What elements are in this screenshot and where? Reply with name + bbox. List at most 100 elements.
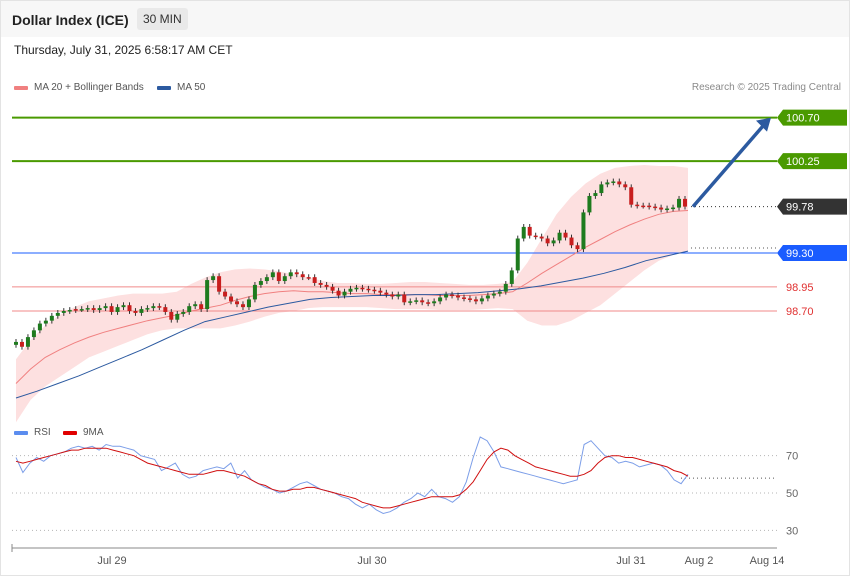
rsi-tick-label: 50 bbox=[786, 488, 798, 500]
legend-swatch-ma20 bbox=[14, 85, 28, 90]
rsi-tick-label: 70 bbox=[786, 451, 798, 463]
candle-body bbox=[276, 272, 281, 282]
candle-body bbox=[139, 309, 144, 313]
candle-body bbox=[199, 304, 204, 310]
candle-body bbox=[581, 212, 586, 250]
candle-body bbox=[545, 238, 550, 244]
candle-body bbox=[31, 330, 36, 338]
candle-body bbox=[497, 291, 502, 294]
candle-body bbox=[432, 301, 437, 304]
candle-body bbox=[324, 284, 329, 287]
timeframe-button[interactable]: 30 MIN bbox=[137, 8, 188, 30]
candle-body bbox=[438, 297, 443, 302]
candle-body bbox=[25, 337, 30, 347]
candle-body bbox=[653, 206, 658, 209]
level-label-99.78: 99.78 bbox=[786, 202, 814, 214]
ma50-line bbox=[15, 250, 689, 399]
candle-body bbox=[240, 304, 245, 308]
candle-body bbox=[91, 308, 96, 311]
candle-body bbox=[229, 296, 234, 302]
x-tick-label: Jul 31 bbox=[616, 555, 645, 567]
rsi-line bbox=[15, 436, 689, 515]
candle-body bbox=[330, 286, 335, 291]
candle-body bbox=[336, 290, 341, 296]
legend-label-ma50: MA 50 bbox=[177, 82, 206, 93]
rsi-9ma-line bbox=[15, 447, 689, 509]
rsi-tick-label: 30 bbox=[786, 525, 798, 537]
candle-body bbox=[605, 182, 610, 185]
level-label-100.70: 100.70 bbox=[786, 113, 820, 125]
candle-body bbox=[151, 306, 156, 309]
candle-body bbox=[264, 277, 269, 282]
candle-body bbox=[408, 301, 413, 303]
candle-body bbox=[181, 311, 186, 314]
candle-body bbox=[121, 305, 126, 308]
level-tag-99.30 bbox=[777, 245, 847, 261]
candle-body bbox=[402, 294, 407, 303]
candle-body bbox=[145, 308, 150, 310]
candle-body bbox=[270, 272, 275, 278]
candle-body bbox=[533, 235, 538, 238]
legend-9ma: 9MA bbox=[63, 427, 104, 438]
candle-body bbox=[187, 306, 192, 312]
candle-body bbox=[450, 294, 455, 297]
candle-body bbox=[444, 294, 449, 298]
candle-body bbox=[671, 207, 676, 210]
candle-body bbox=[282, 276, 287, 282]
candle-body bbox=[414, 300, 419, 302]
candle-body bbox=[396, 294, 401, 297]
candle-body bbox=[318, 282, 323, 285]
candle-body bbox=[521, 226, 526, 239]
candle-body bbox=[485, 295, 490, 299]
candle-body bbox=[294, 272, 299, 275]
level-label-98.95: 98.95 bbox=[786, 282, 814, 294]
candle-body bbox=[659, 207, 664, 210]
candle-body bbox=[461, 297, 466, 299]
legend-ma50: MA 50 bbox=[157, 82, 205, 93]
candle-body bbox=[115, 307, 120, 312]
legend-swatch-9ma bbox=[63, 430, 77, 435]
candle-body bbox=[378, 290, 383, 293]
candle-body bbox=[587, 195, 592, 213]
target-arrow-shaft bbox=[691, 122, 767, 208]
candle-body bbox=[211, 276, 216, 281]
candle-body bbox=[61, 311, 66, 313]
x-tick-label: Aug 2 bbox=[685, 555, 714, 567]
timestamp: Thursday, July 31, 2025 6:58:17 AM CET bbox=[14, 43, 233, 57]
candle-body bbox=[354, 287, 359, 290]
credit-text: Research © 2025 Trading Central bbox=[691, 82, 841, 93]
candle-body bbox=[641, 205, 646, 208]
candle-body bbox=[133, 311, 138, 313]
candle-body bbox=[467, 298, 472, 300]
legend-swatch-ma50 bbox=[157, 85, 171, 90]
candle-body bbox=[163, 307, 168, 312]
candle-body bbox=[527, 226, 532, 236]
candle-body bbox=[551, 240, 556, 244]
candle-body bbox=[677, 198, 682, 208]
candle-body bbox=[539, 236, 544, 239]
candle-body bbox=[611, 181, 616, 183]
candle-body bbox=[300, 274, 305, 278]
candle-body bbox=[288, 272, 293, 277]
x-tick-label: Aug 14 bbox=[750, 555, 785, 567]
candle-body bbox=[599, 184, 604, 194]
header-bar: Dollar Index (ICE) 30 MIN bbox=[1, 1, 849, 37]
candle-body bbox=[509, 270, 514, 284]
candle-body bbox=[563, 232, 568, 238]
ma20-line bbox=[15, 210, 689, 384]
candle-body bbox=[37, 323, 42, 331]
level-label-100.25: 100.25 bbox=[786, 156, 820, 168]
level-tag-100.25 bbox=[777, 153, 847, 170]
candle-body bbox=[258, 281, 263, 285]
candle-body bbox=[635, 204, 640, 207]
candle-body bbox=[372, 289, 377, 292]
level-label-99.30: 99.30 bbox=[786, 248, 814, 260]
candle-body bbox=[97, 308, 102, 311]
candle-body bbox=[103, 306, 108, 309]
candle-body bbox=[49, 315, 54, 321]
candle-body bbox=[55, 312, 60, 316]
candle-body bbox=[683, 198, 687, 207]
candle-body bbox=[157, 306, 162, 308]
